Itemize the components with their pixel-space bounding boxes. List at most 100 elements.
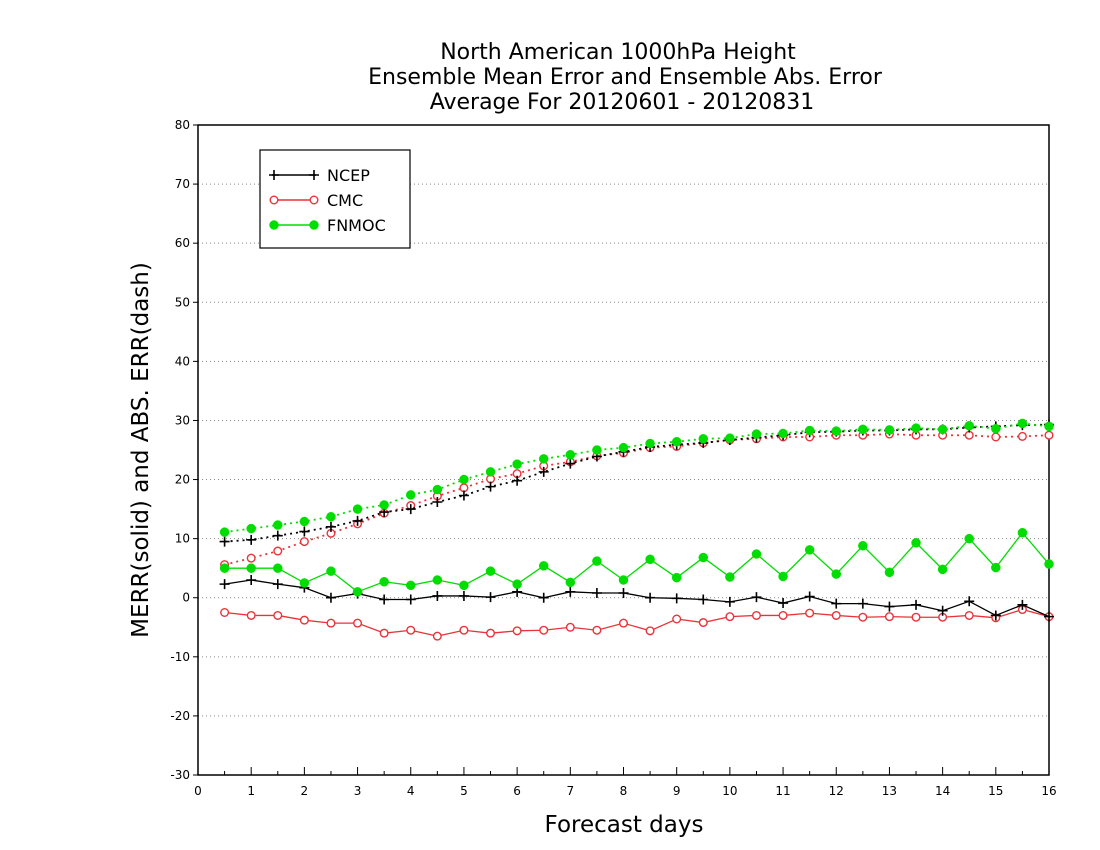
series-cmc-abs-error-point <box>991 432 1001 442</box>
series-fnmoc-abs-error-point <box>273 520 283 530</box>
x-tick-label-10: 10 <box>722 784 737 798</box>
series-fnmoc-mean-error-point <box>884 567 895 578</box>
series-cmc-mean-error-point <box>964 610 974 620</box>
series-fnmoc-abs-error-point <box>485 467 496 477</box>
series-fnmoc-mean-error-point <box>273 563 283 573</box>
series-fnmoc-abs-error-point <box>299 516 310 527</box>
x-tick-label-4: 4 <box>407 784 415 798</box>
series-fnmoc-abs-error-point <box>459 474 469 485</box>
series-lines <box>219 418 1054 641</box>
series-ncep-mean-error-point <box>937 605 948 616</box>
series-cmc-mean-error-point <box>858 612 868 622</box>
series-fnmoc-mean-error-point <box>379 577 389 587</box>
series-cmc-mean-error-point <box>246 610 256 620</box>
series-fnmoc-abs-error-point <box>858 424 868 435</box>
series-cmc-abs-error-point <box>273 546 283 556</box>
series-cmc-mean-error-point <box>751 610 761 620</box>
series-cmc-mean-error-point <box>725 612 735 622</box>
series-ncep-mean-error-point <box>458 590 469 601</box>
series-fnmoc-mean-error-line <box>224 531 1050 593</box>
series-ncep-mean-error-point <box>911 599 922 610</box>
legend-marker-fnmoc <box>269 220 279 230</box>
series-ncep-mean-error-point <box>698 594 709 605</box>
chart-title-line-3: Average For 20120601 - 20120831 <box>430 90 815 115</box>
series-fnmoc-abs-error-point <box>538 454 549 464</box>
series-cmc-mean-error-point <box>645 626 655 636</box>
series-fnmoc-mean-error-point <box>671 572 682 583</box>
series-fnmoc-mean-error-point <box>1044 559 1054 569</box>
series-fnmoc-abs-error-point <box>645 438 655 449</box>
series-fnmoc-abs-error-point <box>432 484 443 495</box>
series-cmc-mean-error-point <box>539 625 549 635</box>
series-ncep-abs-error-point <box>405 504 416 515</box>
series-cmc-mean-error-point <box>805 608 815 618</box>
series-cmc-mean-error-point <box>512 626 522 636</box>
y-tick-label-60: 60 <box>175 236 190 250</box>
series-cmc-mean-error-point <box>619 618 629 628</box>
series-cmc-mean-error-point <box>911 612 921 622</box>
series-fnmoc-abs-error-point <box>219 527 230 537</box>
series-fnmoc-abs-error-point <box>406 490 416 500</box>
series-cmc-mean-error-point <box>406 625 416 635</box>
series-fnmoc-mean-error-point <box>991 562 1001 573</box>
series-ncep-mean-error-point <box>990 610 1001 621</box>
series-ncep-abs-error-point <box>458 490 469 501</box>
y-tick-label-0: 0 <box>182 591 190 605</box>
y-tick-label-80: 80 <box>175 118 190 132</box>
series-cmc-mean-error-point <box>273 610 283 620</box>
series-cmc-mean-error-point <box>299 615 309 625</box>
series-fnmoc-abs-error-point <box>751 429 762 439</box>
series-fnmoc-abs-error-point <box>725 433 735 443</box>
x-tick-label-3: 3 <box>354 784 362 798</box>
series-fnmoc-mean-error-point <box>485 566 496 576</box>
series-ncep-mean-error-point <box>831 598 842 609</box>
series-fnmoc-abs-error-point <box>565 449 576 460</box>
series-cmc-mean-error-point <box>592 625 602 635</box>
legend-marker-ncep <box>309 170 319 180</box>
series-ncep-abs-error-point <box>485 481 496 492</box>
series-fnmoc-abs-error-point <box>911 423 921 433</box>
series-ncep-mean-error-point <box>219 579 230 590</box>
series-ncep-mean-error-point <box>432 590 443 601</box>
series-cmc-mean-error-line <box>224 608 1050 637</box>
series-ncep-abs-error-point <box>538 466 549 477</box>
series-ncep-abs-error-point <box>432 497 443 507</box>
series-fnmoc-abs-error-point <box>884 425 895 435</box>
series-fnmoc-mean-error-point <box>804 545 815 555</box>
series-fnmoc-abs-error-point <box>698 434 709 444</box>
x-tick-label-7: 7 <box>566 784 574 798</box>
series-fnmoc-mean-error-point <box>1017 527 1028 538</box>
y-tick-label-30: 30 <box>175 413 190 427</box>
series-ncep-mean-error-point <box>246 575 257 585</box>
series-fnmoc-mean-error-point <box>831 569 841 579</box>
series-ncep-mean-error-point <box>272 579 283 590</box>
series-fnmoc-mean-error-point <box>246 563 256 573</box>
series-cmc-mean-error-point <box>432 631 442 641</box>
series-fnmoc-mean-error-point <box>751 549 762 559</box>
series-ncep-abs-error-line <box>224 423 1050 543</box>
series-ncep-abs-error-point <box>565 458 576 469</box>
legend-label-cmc: CMC <box>327 191 363 210</box>
series-fnmoc-mean-error-point <box>538 561 549 571</box>
series-cmc-mean-error-point <box>698 618 708 628</box>
legend-marker-cmc <box>269 195 279 205</box>
x-tick-label-5: 5 <box>460 784 468 798</box>
series-cmc-abs-error-point <box>1044 430 1054 440</box>
series-ncep-mean-error-point <box>778 598 789 609</box>
series-fnmoc-abs-error <box>219 418 1054 537</box>
x-tick-label-16: 16 <box>1041 784 1056 798</box>
x-tick-label-9: 9 <box>673 784 681 798</box>
series-ncep-mean-error-point <box>724 596 735 607</box>
series-fnmoc-abs-error-point <box>1044 421 1054 432</box>
series-ncep-mean-error-point <box>405 594 416 605</box>
series-fnmoc-abs-error-point <box>512 459 522 469</box>
series-fnmoc-abs-error-point <box>831 426 841 436</box>
y-tick-label-40: 40 <box>175 354 190 368</box>
x-tick-label-14: 14 <box>935 784 950 798</box>
series-ncep-mean-error-point <box>964 596 975 607</box>
x-tick-label-1: 1 <box>247 784 255 798</box>
chart-title-line-1: North American 1000hPa Height <box>440 40 796 65</box>
series-fnmoc-abs-error-point <box>1017 418 1028 429</box>
x-axis-label: Forecast days <box>545 812 704 838</box>
